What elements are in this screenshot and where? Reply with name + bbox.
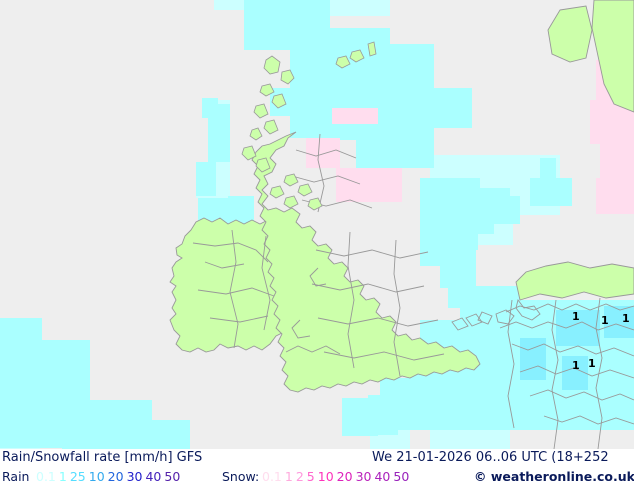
contour-label: 1 [588, 357, 596, 370]
legend-stop: 2 [295, 469, 304, 484]
map-canvas [0, 0, 634, 449]
precipitation-map[interactable]: 1 1 1 1 1 [0, 0, 634, 449]
contour-label: 1 [572, 359, 580, 372]
copyright-notice: © weatheronline.co.uk [474, 469, 634, 484]
snow-legend-label: Snow: [222, 469, 260, 484]
rain-legend-label: Rain [2, 469, 30, 484]
contour-label: 1 [622, 312, 630, 325]
continental-borders [451, 297, 634, 449]
model-run-timestamp: We 21-01-2026 06..06 UTC (18+252 [372, 450, 609, 465]
legend-stop: 50 [393, 469, 410, 484]
great-britain-landmass [251, 131, 481, 393]
legend-stop: 0.1 [36, 469, 56, 484]
legend-stop: 1 [284, 469, 293, 484]
legend-stop: 10 [88, 469, 105, 484]
snow-legend-scale: 0.1 1 2 5 10 20 30 40 50 [262, 469, 412, 484]
map-footer: Rain/Snowfall rate [mm/h] GFS We 21-01-2… [0, 449, 634, 490]
gb-coast-detail [285, 267, 341, 355]
legend-stop: 20 [336, 469, 353, 484]
legend-stop: 30 [355, 469, 372, 484]
scottish-isles [241, 41, 377, 211]
legend-stop: 30 [126, 469, 143, 484]
legend-stop: 40 [374, 469, 391, 484]
continental-landmass [515, 0, 634, 301]
contour-label: 1 [601, 314, 609, 327]
legend-stop: 5 [306, 469, 315, 484]
land-layer [169, 131, 481, 393]
legend-stop: 10 [317, 469, 334, 484]
legend-stop: 25 [69, 469, 86, 484]
map-title: Rain/Snowfall rate [mm/h] GFS [2, 450, 203, 465]
legend-stop: 20 [107, 469, 124, 484]
legend-stop: 40 [145, 469, 162, 484]
rain-legend-scale: 0.1 1 25 10 20 30 40 50 [36, 469, 183, 484]
coastline-layer [192, 133, 445, 377]
contour-label: 1 [572, 310, 580, 323]
legend-stop: 0.1 [262, 469, 282, 484]
legend-stop: 1 [58, 469, 67, 484]
legend-stop: 50 [164, 469, 181, 484]
